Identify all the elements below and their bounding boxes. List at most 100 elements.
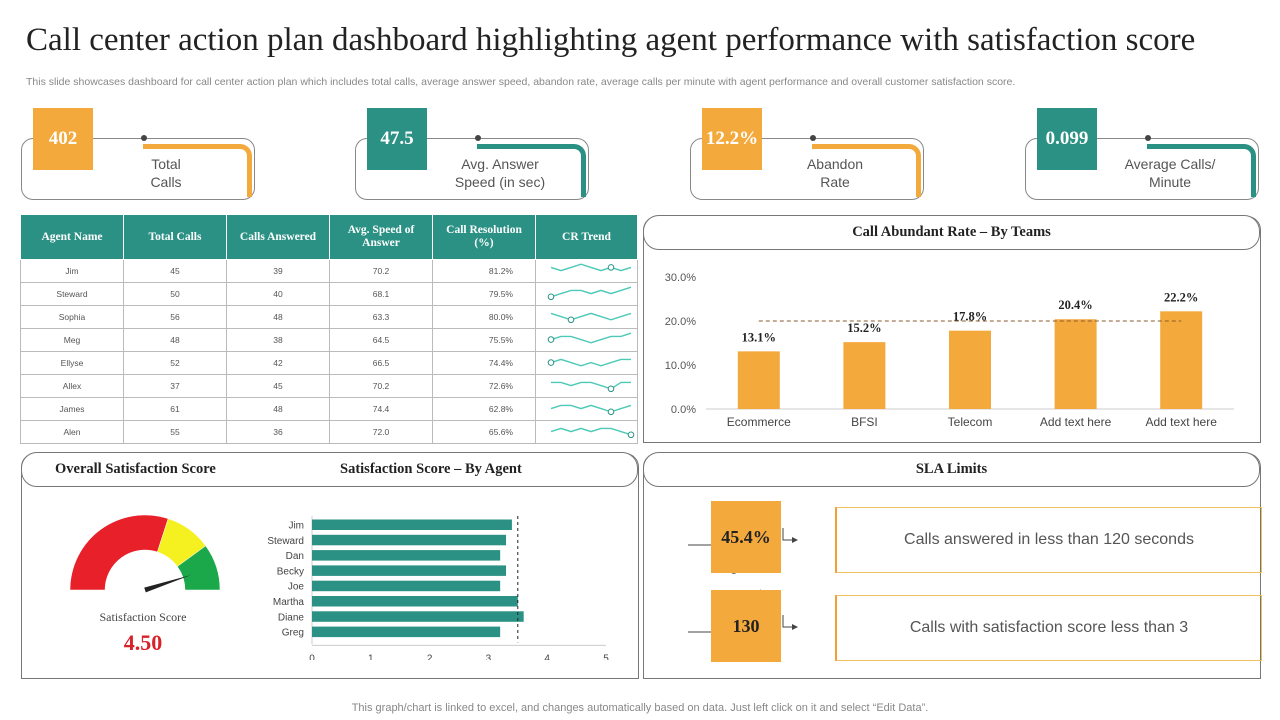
total-calls-cell: 50 bbox=[123, 282, 227, 306]
agent-performance-table: Agent Name Total Calls Calls Answered Av… bbox=[20, 214, 638, 444]
agent-name-cell: Jim bbox=[20, 259, 124, 283]
bar bbox=[312, 550, 501, 561]
total-calls-cell: 61 bbox=[123, 397, 227, 421]
data-label: 20.4% bbox=[1058, 298, 1092, 312]
cr-trend-cell bbox=[535, 282, 638, 306]
bar bbox=[312, 580, 501, 592]
bar bbox=[312, 596, 518, 607]
sparkline-line bbox=[550, 381, 631, 390]
table-row: Sophia 56 48 63.3 80.0% bbox=[20, 305, 638, 329]
sparkline bbox=[550, 312, 631, 324]
bar bbox=[312, 611, 524, 622]
avg-speed-cell: 74.4 bbox=[329, 397, 433, 421]
calls-answered-cell: 45 bbox=[226, 374, 330, 398]
category-label: Steward bbox=[267, 536, 304, 547]
data-label: 22.2% bbox=[1164, 290, 1198, 304]
cr-trend-cell bbox=[535, 305, 638, 329]
category-label: Joe bbox=[288, 582, 305, 593]
agent-name-cell: James bbox=[20, 397, 124, 421]
x-tick-label: 1 bbox=[368, 653, 374, 660]
calls-answered-cell: 38 bbox=[226, 328, 330, 352]
call-resolution-cell: 72.6% bbox=[432, 374, 536, 398]
agent-name-cell: Meg bbox=[20, 328, 124, 352]
sla-description: Calls with satisfaction score less than … bbox=[835, 595, 1262, 661]
overall-satisfaction-title: Overall Satisfaction Score bbox=[55, 461, 216, 477]
calls-answered-cell: 48 bbox=[226, 397, 330, 421]
call-resolution-cell: 80.0% bbox=[432, 305, 536, 329]
table-row: James 61 48 74.4 62.8% bbox=[20, 397, 638, 421]
category-label: Ecommerce bbox=[727, 415, 791, 429]
x-tick-label: 5 bbox=[603, 653, 609, 660]
sparkline-line bbox=[550, 286, 631, 298]
category-label: Becky bbox=[277, 566, 304, 577]
bar bbox=[312, 534, 507, 546]
x-tick-label: 2 bbox=[427, 653, 433, 660]
kpi-label: Abandon Rate bbox=[806, 156, 864, 190]
call-resolution-cell: 62.8% bbox=[432, 397, 536, 421]
cr-trend-cell bbox=[535, 259, 638, 283]
bar bbox=[312, 519, 512, 530]
total-calls-cell: 48 bbox=[123, 328, 227, 352]
y-tick-label: 20.0% bbox=[665, 316, 696, 328]
sparkline-line bbox=[550, 332, 631, 344]
bar bbox=[312, 565, 507, 576]
kpi-label: Total Calls bbox=[150, 156, 182, 190]
sla-panel-title: SLA Limits bbox=[643, 452, 1260, 487]
abandon-rate-panel-title: Call Abundant Rate – By Teams bbox=[643, 215, 1260, 250]
avg-speed-cell: 70.2 bbox=[329, 374, 433, 398]
total-calls-cell: 52 bbox=[123, 351, 227, 375]
cr-trend-cell bbox=[535, 397, 638, 421]
kpi-value: 402 bbox=[33, 108, 93, 170]
cr-trend-cell bbox=[535, 374, 638, 398]
total-calls-cell: 56 bbox=[123, 305, 227, 329]
kpi-card-average-calls-per-minute: 0.099 Average Calls/ Minute bbox=[1025, 108, 1265, 202]
sparkline-line bbox=[550, 427, 631, 436]
table-row: Meg 48 38 64.5 75.5% bbox=[20, 328, 638, 352]
satisfaction-gauge bbox=[69, 514, 221, 593]
satisfaction-by-agent-title: Satisfaction Score – By Agent bbox=[340, 461, 522, 477]
sla-value-box: 45.4% bbox=[711, 501, 781, 573]
data-label: 17.8% bbox=[953, 310, 987, 324]
avg-speed-cell: 70.2 bbox=[329, 259, 433, 283]
sparkline bbox=[550, 381, 631, 393]
agent-name-cell: Allex bbox=[20, 374, 124, 398]
sparkline bbox=[547, 332, 631, 344]
gauge-band bbox=[69, 514, 169, 591]
y-tick-label: 0.0% bbox=[671, 404, 696, 416]
table-row: Allex 37 45 70.2 72.6% bbox=[20, 374, 638, 398]
y-tick-label: 10.0% bbox=[665, 360, 696, 372]
bar bbox=[949, 330, 991, 409]
y-tick-label: 30.0% bbox=[665, 272, 696, 284]
footer-note: This graph/chart is linked to excel, and… bbox=[351, 702, 929, 714]
table-header-row: Agent Name Total Calls Calls Answered Av… bbox=[20, 214, 638, 260]
sparkline-line bbox=[550, 263, 631, 272]
column-header: Avg. Speed of Answer bbox=[329, 214, 433, 260]
page-subtitle: This slide showcases dashboard for call … bbox=[26, 76, 1016, 88]
column-header: Agent Name bbox=[20, 214, 124, 260]
gauge-label: Satisfaction Score bbox=[99, 610, 187, 624]
calls-answered-cell: 40 bbox=[226, 282, 330, 306]
sparkline-line bbox=[550, 404, 631, 413]
gauge-needle bbox=[144, 575, 191, 593]
category-label: BFSI bbox=[851, 415, 878, 429]
cr-trend-cell bbox=[535, 351, 638, 375]
table-row: Alen 55 36 72.0 65.6% bbox=[20, 420, 638, 444]
sparkline-marker bbox=[567, 316, 574, 324]
call-resolution-cell: 75.5% bbox=[432, 328, 536, 352]
sparkline-marker bbox=[627, 431, 634, 439]
page-title: Call center action plan dashboard highli… bbox=[26, 22, 1196, 58]
category-label: Add text here bbox=[1146, 415, 1218, 429]
sparkline-marker bbox=[607, 264, 614, 271]
kpi-value: 0.099 bbox=[1037, 108, 1097, 170]
agent-name-cell: Steward bbox=[20, 282, 124, 306]
sparkline-marker bbox=[607, 385, 614, 393]
category-label: Martha bbox=[273, 597, 305, 608]
bar bbox=[312, 626, 501, 638]
avg-speed-cell: 68.1 bbox=[329, 282, 433, 306]
kpi-label: Avg. Answer Speed (in sec) bbox=[454, 156, 546, 190]
sparkline-marker bbox=[547, 293, 554, 301]
avg-speed-cell: 64.5 bbox=[329, 328, 433, 352]
calls-answered-cell: 36 bbox=[226, 420, 330, 444]
category-label: Dan bbox=[286, 551, 304, 562]
kpi-card-total-calls: 402 Total Calls bbox=[21, 108, 261, 202]
